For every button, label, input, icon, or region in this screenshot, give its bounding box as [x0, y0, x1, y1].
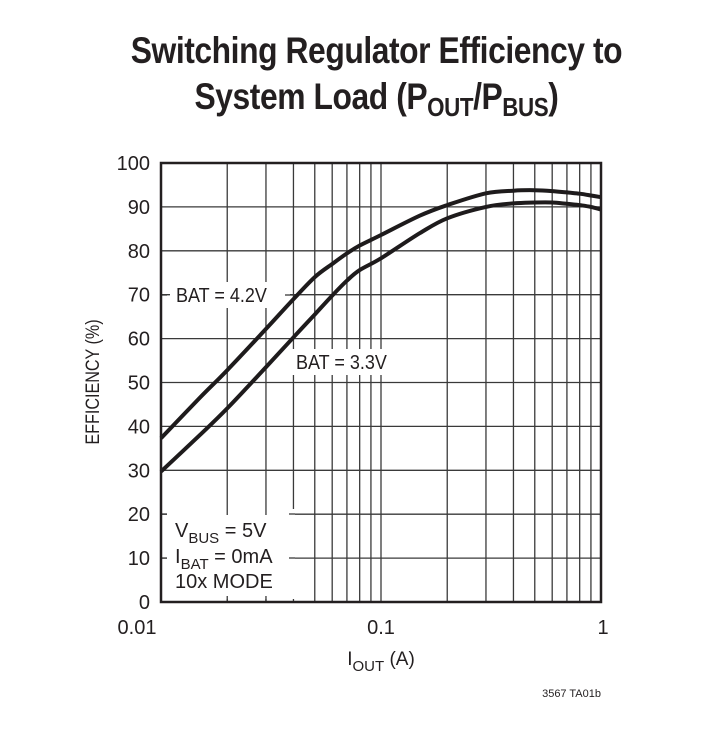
label-masks: [161, 282, 404, 602]
x-tick-label: 0.01: [118, 617, 157, 639]
y-tick-label: 0: [139, 592, 150, 614]
y-tick-label: 100: [117, 153, 150, 175]
y-tick-label: 40: [128, 416, 150, 438]
x-axis-tick-labels: 0.01 0.1 1: [118, 617, 609, 639]
chart-title-line1: Switching Regulator Efficiency to: [130, 30, 623, 71]
series-label-bat-4v2: BAT = 4.2V: [176, 285, 267, 307]
y-tick-label: 70: [128, 285, 150, 307]
series-line: [159, 188, 602, 440]
chart-title: Switching Regulator Efficiency to System…: [53, 28, 701, 123]
label-mask: [167, 509, 295, 599]
y-tick-label: 80: [128, 241, 150, 263]
plot-frame: [159, 161, 603, 604]
y-axis-title: EFFICIENCY (%): [82, 319, 104, 444]
label-mask: [170, 282, 290, 308]
chart-title-line2: System Load (POUT/PBUS): [194, 76, 559, 122]
series-label-bat-3v3: BAT = 3.3V: [296, 352, 387, 374]
label-mask: [290, 349, 404, 375]
x-tick-label: 1: [597, 617, 608, 639]
data-series: [159, 188, 602, 474]
conditions-annotation: VBUS = 5V IBAT = 0mA 10x MODE: [175, 520, 273, 593]
x-tick-label: 0.1: [367, 617, 395, 639]
y-tick-label: 30: [128, 460, 150, 482]
y-tick-label: 10: [128, 548, 150, 570]
y-axis-tick-labels: 0 10 20 30 40 50 60 70 80 90 100: [117, 153, 150, 614]
y-tick-label: 20: [128, 504, 150, 526]
figure-footnote: 3567 TA01b: [542, 688, 601, 700]
grid-lines: [161, 163, 601, 602]
condition-ibat: IBAT = 0mA: [175, 546, 273, 573]
x-axis-title: IOUT (A): [347, 649, 415, 675]
condition-vbus: VBUS = 5V: [175, 520, 267, 547]
series-line: [159, 200, 602, 474]
condition-mode: 10x MODE: [175, 571, 273, 593]
y-tick-label: 90: [128, 197, 150, 219]
y-tick-label: 50: [128, 373, 150, 395]
y-tick-label: 60: [128, 329, 150, 351]
